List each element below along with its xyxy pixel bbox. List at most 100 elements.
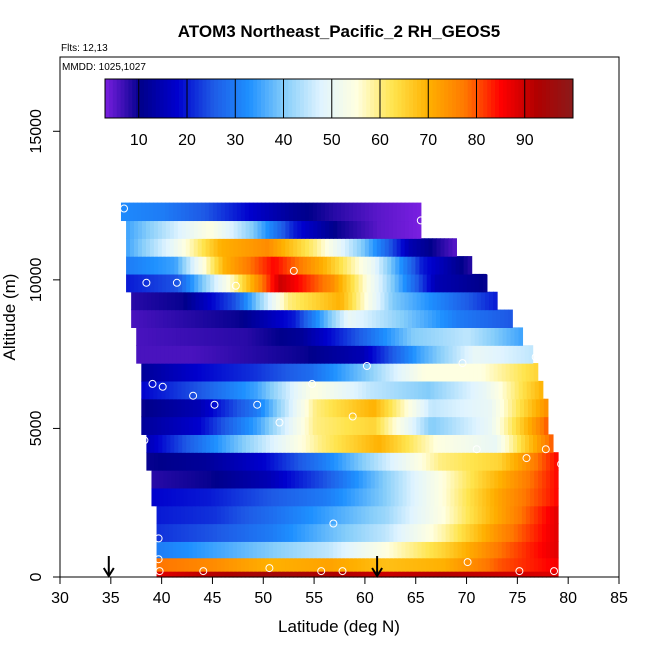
heatmap-cell (204, 505, 210, 525)
heatmap-cell (285, 434, 291, 453)
heatmap-cell (438, 273, 444, 293)
heatmap-cell (319, 309, 325, 328)
heatmap-cell (242, 273, 247, 293)
colorbar-segment (428, 79, 434, 118)
heatmap-cell (370, 470, 376, 489)
heatmap-cell (439, 256, 445, 275)
heatmap-cell (158, 452, 163, 471)
heatmap-cell (399, 327, 404, 346)
heatmap-cell (505, 523, 511, 542)
heatmap-cell (404, 220, 410, 239)
sample-point (275, 418, 284, 427)
heatmap-cell (200, 345, 205, 364)
heatmap-cell (172, 523, 178, 542)
heatmap-cell (391, 256, 396, 275)
heatmap-cell (124, 202, 130, 222)
heatmap-cell (517, 505, 523, 525)
heatmap-cell (476, 309, 481, 328)
heatmap-cell (430, 327, 436, 346)
heatmap-cell (240, 398, 246, 418)
heatmap-cell (498, 452, 503, 471)
heatmap-cell (237, 220, 243, 239)
heatmap-row (141, 398, 549, 418)
heatmap-cell (460, 416, 465, 435)
heatmap-cell (161, 398, 166, 418)
heatmap-cell (179, 487, 184, 507)
heatmap-cell (549, 541, 555, 559)
heatmap-cell (404, 345, 410, 364)
colorbar-segment (389, 79, 395, 118)
heatmap-cell (196, 523, 202, 542)
heatmap-cell (272, 505, 278, 525)
heatmap-cell (488, 309, 493, 328)
heatmap-cell (501, 541, 507, 559)
heatmap-cell (260, 557, 266, 572)
heatmap-cell (493, 523, 499, 542)
heatmap-cell (386, 470, 392, 489)
heatmap-cell (313, 541, 318, 559)
heatmap-cell (156, 557, 162, 572)
heatmap-cell (446, 273, 452, 293)
heatmap-cell (321, 220, 326, 239)
heatmap-row (151, 470, 559, 489)
heatmap-cell (267, 309, 273, 328)
heatmap-cell (338, 452, 343, 471)
heatmap-cell (400, 345, 406, 364)
heatmap-cell (362, 470, 368, 489)
heatmap-cell (358, 487, 364, 507)
heatmap-cell (362, 452, 367, 471)
heatmap-cell (496, 345, 502, 364)
heatmap-cell (308, 202, 314, 222)
heatmap-cell (344, 398, 350, 418)
heatmap-cell (221, 220, 227, 239)
heatmap-cell (416, 202, 422, 222)
heatmap-cell (426, 452, 431, 471)
heatmap-cell (401, 505, 407, 525)
heatmap-cell (356, 291, 361, 311)
heatmap-cell (365, 220, 370, 239)
heatmap-cell (178, 434, 183, 453)
heatmap-cell (379, 256, 384, 275)
heatmap-cell (434, 380, 439, 400)
heatmap-cell (392, 345, 398, 364)
heatmap-cell (395, 309, 401, 328)
heatmap-cell (181, 380, 187, 400)
heatmap-cell (225, 363, 230, 382)
heatmap-cell (276, 571, 282, 578)
heatmap-cell (425, 571, 431, 578)
colorbar-segment (163, 79, 168, 118)
heatmap-cell (517, 363, 523, 382)
heatmap-cell (394, 487, 400, 507)
heatmap-cell (332, 416, 338, 435)
heatmap-cell (309, 571, 314, 578)
heatmap-cell (177, 363, 182, 382)
heatmap-cell (464, 291, 470, 311)
heatmap-cell (398, 470, 404, 489)
sample-point (472, 445, 481, 454)
heatmap-cell (280, 398, 286, 418)
heatmap-cell (192, 523, 198, 542)
heatmap-cell (440, 345, 446, 364)
heatmap-cell (297, 557, 302, 572)
sample-point (416, 216, 425, 225)
heatmap-cell (301, 380, 307, 400)
heatmap-cell (196, 345, 201, 364)
colorbar-segment (307, 79, 313, 118)
heatmap-cell (460, 291, 466, 311)
heatmap-cell (302, 470, 308, 489)
heatmap-cell (208, 571, 214, 578)
heatmap-cell (357, 434, 363, 453)
heatmap-cell (305, 220, 310, 239)
heatmap-cell (225, 416, 230, 435)
heatmap-cell (183, 309, 188, 328)
heatmap-cell (246, 452, 251, 471)
heatmap-cell (312, 398, 318, 418)
heatmap-cell (313, 571, 318, 578)
heatmap-cell (254, 452, 259, 471)
heatmap-cell (238, 256, 244, 275)
heatmap-cell (237, 363, 242, 382)
heatmap-cell (462, 380, 468, 400)
heatmap-cell (256, 571, 262, 578)
heatmap-cell (280, 416, 286, 435)
heatmap-cell (457, 541, 463, 559)
